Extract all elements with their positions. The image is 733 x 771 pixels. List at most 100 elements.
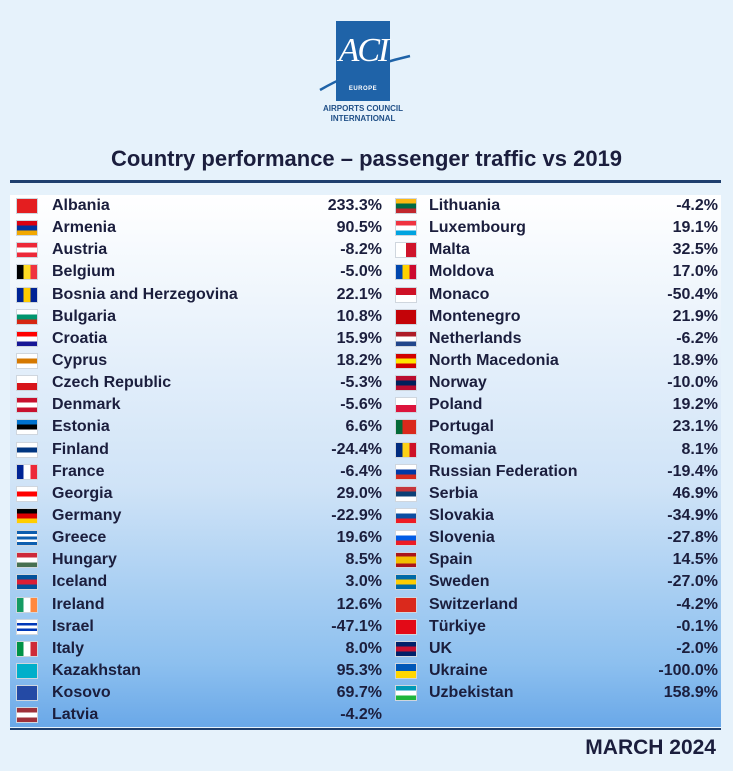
country-row: Uzbekistan 158.9% xyxy=(392,682,718,704)
denmark-flag-icon xyxy=(16,397,38,414)
traffic-change-value: 18.2% xyxy=(336,351,382,369)
country-row: Iceland 3.0% xyxy=(10,571,386,593)
logo-brand: ACI xyxy=(338,32,390,69)
country-name: France xyxy=(52,462,105,480)
traffic-change-value: 158.9% xyxy=(663,684,718,702)
country-row: Kazakhstan 95.3% xyxy=(10,660,386,682)
switzerland-flag-icon xyxy=(395,596,417,613)
country-name: Cyprus xyxy=(52,351,108,369)
country-name: Lithuania xyxy=(429,197,501,214)
france-flag-icon xyxy=(16,463,38,480)
country-name: Monaco xyxy=(429,285,490,303)
country-name: Belgium xyxy=(52,263,116,281)
country-name: Romania xyxy=(429,440,497,458)
country-row: Monaco -50.4% xyxy=(392,284,718,306)
country-name: Austria xyxy=(52,241,108,259)
country-row: Sweden -27.0% xyxy=(392,571,718,593)
country-name: Ireland xyxy=(52,595,105,613)
north-macedonia-flag-icon xyxy=(395,352,417,369)
country-row: Slovakia -34.9% xyxy=(392,505,718,527)
traffic-change-value: 90.5% xyxy=(336,219,382,237)
traffic-change-value: -5.3% xyxy=(340,374,382,392)
country-row: Ireland 12.6% xyxy=(10,594,386,616)
country-row: Romania 8.1% xyxy=(392,439,718,461)
country-name: Russian Federation xyxy=(429,462,578,480)
logo-box xyxy=(336,21,390,101)
traffic-change-value: 69.7% xyxy=(336,684,382,702)
country-name: Norway xyxy=(429,374,487,392)
traffic-change-value: -5.0% xyxy=(340,263,382,281)
title-divider xyxy=(10,180,721,183)
traffic-change-value: 3.0% xyxy=(345,573,382,591)
hungary-flag-icon xyxy=(16,552,38,569)
country-name: Poland xyxy=(429,396,483,414)
logo-region: EUROPE xyxy=(348,86,378,92)
croatia-flag-icon xyxy=(16,330,38,347)
traffic-change-value: 6.6% xyxy=(345,418,382,436)
aci-europe-logo: ACI EUROPE AIRPORTS COUNCIL INTERNATIONA… xyxy=(318,18,418,130)
kosovo-flag-icon xyxy=(16,685,38,702)
country-row: Czech Republic -5.3% xyxy=(10,372,386,394)
country-name: Portugal xyxy=(429,418,494,436)
country-row: Italy 8.0% xyxy=(10,638,386,660)
armenia-flag-icon xyxy=(16,220,38,237)
finland-flag-icon xyxy=(16,441,38,458)
country-name: Uzbekistan xyxy=(429,684,514,702)
serbia-flag-icon xyxy=(395,485,417,502)
country-row: Luxembourg 19.1% xyxy=(392,217,718,239)
country-row: Spain 14.5% xyxy=(392,549,718,571)
country-row: Latvia -4.2% xyxy=(10,704,386,726)
country-row: Croatia 15.9% xyxy=(10,328,386,350)
montenegro-flag-icon xyxy=(395,308,417,325)
country-name: Sweden xyxy=(429,573,490,591)
ireland-flag-icon xyxy=(16,596,38,613)
country-row: Russian Federation -19.4% xyxy=(392,461,718,483)
country-name: North Macedonia xyxy=(429,351,559,369)
country-row: Georgia 29.0% xyxy=(10,483,386,505)
traffic-change-value: -34.9% xyxy=(667,506,718,524)
malta-flag-icon xyxy=(395,242,417,259)
country-row: Cyprus 18.2% xyxy=(10,350,386,372)
country-row: Bosnia and Herzegovina 22.1% xyxy=(10,284,386,306)
uk-flag-icon xyxy=(395,640,417,657)
country-name: Kazakhstan xyxy=(52,661,141,679)
greece-flag-icon xyxy=(16,530,38,547)
traffic-change-value: -27.8% xyxy=(667,529,718,547)
country-row: Germany -22.9% xyxy=(10,505,386,527)
country-name: Slovakia xyxy=(429,506,494,524)
report-date: MARCH 2024 xyxy=(585,736,716,759)
country-row: Finland -24.4% xyxy=(10,439,386,461)
slovakia-flag-icon xyxy=(395,507,417,524)
country-row: Norway -10.0% xyxy=(392,372,718,394)
logo-org-name: AIRPORTS COUNCIL INTERNATIONAL xyxy=(318,104,408,124)
country-row: North Macedonia 18.9% xyxy=(392,350,718,372)
traffic-change-value: -19.4% xyxy=(667,462,718,480)
traffic-change-value: -27.0% xyxy=(667,573,718,591)
country-row: Türkiye -0.1% xyxy=(392,616,718,638)
country-row: Belgium -5.0% xyxy=(10,261,386,283)
luxembourg-flag-icon xyxy=(395,220,417,237)
traffic-change-value: -8.2% xyxy=(340,241,382,259)
traffic-change-value: -2.0% xyxy=(676,639,718,657)
kazakhstan-flag-icon xyxy=(16,662,38,679)
country-name: Spain xyxy=(429,551,473,569)
traffic-change-value: 29.0% xyxy=(336,484,382,502)
country-name: Kosovo xyxy=(52,684,111,702)
logo-org-line2: INTERNATIONAL xyxy=(330,114,396,123)
country-name: Türkiye xyxy=(429,617,486,635)
traffic-change-value: 21.9% xyxy=(672,307,718,325)
country-name: Estonia xyxy=(52,418,110,436)
netherlands-flag-icon xyxy=(395,330,417,347)
traffic-change-value: -4.2% xyxy=(676,197,718,214)
traffic-change-value: -10.0% xyxy=(667,374,718,392)
country-name: Czech Republic xyxy=(52,374,172,392)
right-column: Lithuania -4.2% Luxembourg 19.1% Malta 32.5% M… xyxy=(392,195,718,704)
country-table: Albania 233.3% Armenia 90.5% Austria -8.2% Bel… xyxy=(10,195,721,727)
country-row: Poland 19.2% xyxy=(392,394,718,416)
traffic-change-value: -22.9% xyxy=(331,506,382,524)
portugal-flag-icon xyxy=(395,419,417,436)
country-name: Israel xyxy=(52,617,94,635)
country-row: Albania 233.3% xyxy=(10,195,386,217)
traffic-change-value: 12.6% xyxy=(336,595,382,613)
estonia-flag-icon xyxy=(16,419,38,436)
